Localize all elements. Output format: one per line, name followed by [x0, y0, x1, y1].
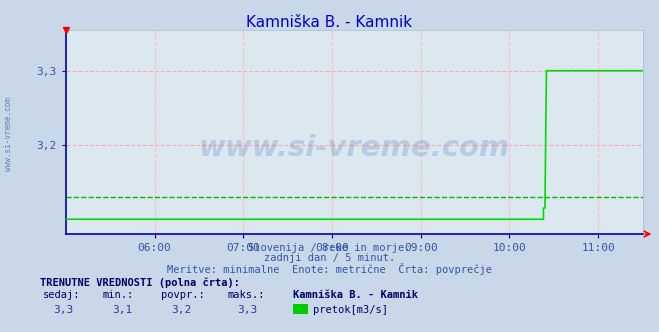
Text: Slovenija / reke in morje.: Slovenija / reke in morje.	[248, 243, 411, 253]
Text: sedaj:: sedaj:	[43, 290, 80, 300]
Text: Meritve: minimalne  Enote: metrične  Črta: povprečje: Meritve: minimalne Enote: metrične Črta:…	[167, 263, 492, 275]
Text: pretok[m3/s]: pretok[m3/s]	[313, 305, 388, 315]
Text: zadnji dan / 5 minut.: zadnji dan / 5 minut.	[264, 253, 395, 263]
Text: 3,3: 3,3	[53, 305, 73, 315]
Text: www.si-vreme.com: www.si-vreme.com	[198, 134, 510, 162]
Text: www.si-vreme.com: www.si-vreme.com	[4, 98, 13, 171]
Text: 3,2: 3,2	[171, 305, 192, 315]
Text: min.:: min.:	[102, 290, 133, 300]
Text: 3,1: 3,1	[112, 305, 132, 315]
Text: TRENUTNE VREDNOSTI (polna črta):: TRENUTNE VREDNOSTI (polna črta):	[40, 277, 239, 288]
Text: povpr.:: povpr.:	[161, 290, 205, 300]
Text: Kamniška B. - Kamnik: Kamniška B. - Kamnik	[246, 15, 413, 30]
Text: maks.:: maks.:	[227, 290, 265, 300]
Text: Kamniška B. - Kamnik: Kamniška B. - Kamnik	[293, 290, 418, 300]
Text: 3,3: 3,3	[237, 305, 258, 315]
